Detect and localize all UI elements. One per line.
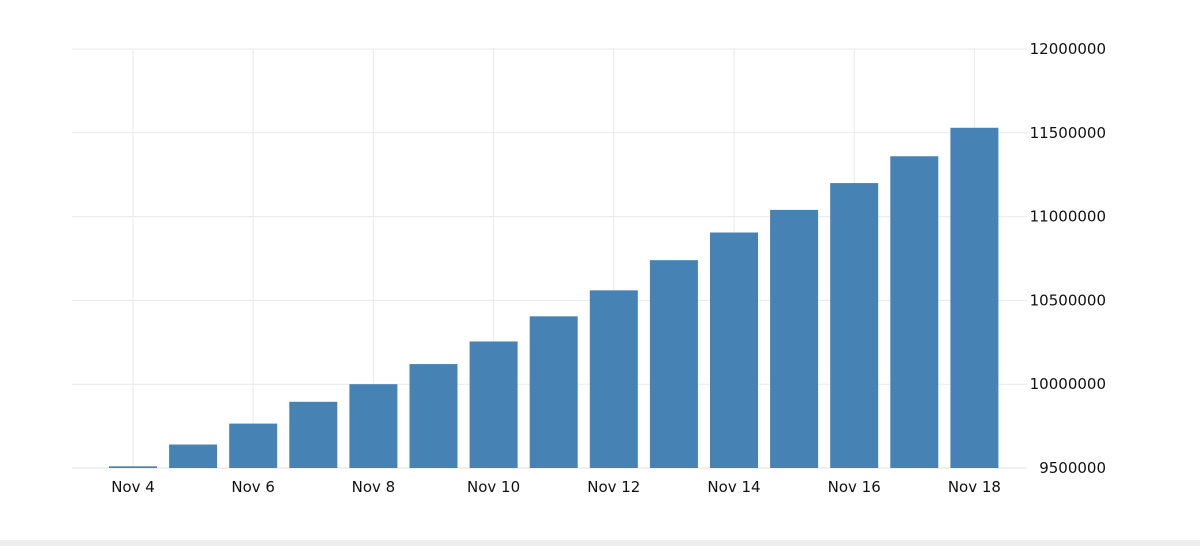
- y-tick-label: 10000000: [1030, 375, 1106, 393]
- bar[interactable]: [710, 232, 758, 468]
- x-tick-label: Nov 14: [707, 478, 760, 496]
- y-tick-label: 11500000: [1030, 124, 1106, 142]
- x-tick-label: Nov 10: [467, 478, 520, 496]
- y-tick-label: 9500000: [1039, 459, 1106, 477]
- bar[interactable]: [529, 316, 578, 468]
- bar[interactable]: [589, 290, 638, 468]
- bar[interactable]: [830, 183, 879, 468]
- y-tick-label: 11000000: [1030, 208, 1106, 226]
- x-axis-labels: Nov 4 Nov 6 Nov 8 Nov 10 Nov 12 Nov 14 Nov 16 N…: [111, 478, 1001, 496]
- bar[interactable]: [349, 384, 398, 468]
- bar[interactable]: [229, 423, 278, 468]
- x-tick-label: Nov 6: [231, 478, 275, 496]
- x-tick-label: Nov 4: [111, 478, 155, 496]
- x-tick-label: Nov 8: [352, 478, 396, 496]
- bar[interactable]: [469, 341, 518, 468]
- bottom-divider: [0, 540, 1200, 546]
- bar[interactable]: [950, 127, 999, 468]
- y-tick-label: 12000000: [1030, 40, 1106, 58]
- x-tick-label: Nov 12: [587, 478, 640, 496]
- x-tick-label: Nov 18: [948, 478, 1001, 496]
- y-axis-labels: 9500000 10000000 10500000 11000000 11500000 1…: [1030, 40, 1106, 477]
- bar[interactable]: [109, 466, 157, 468]
- x-tick-label: Nov 16: [828, 478, 881, 496]
- bar[interactable]: [409, 364, 458, 468]
- bar[interactable]: [649, 260, 698, 468]
- bar[interactable]: [770, 209, 819, 468]
- bar[interactable]: [890, 156, 939, 468]
- bar[interactable]: [289, 401, 338, 468]
- bars: [109, 127, 999, 468]
- y-tick-label: 10500000: [1030, 291, 1106, 309]
- bar[interactable]: [169, 444, 218, 468]
